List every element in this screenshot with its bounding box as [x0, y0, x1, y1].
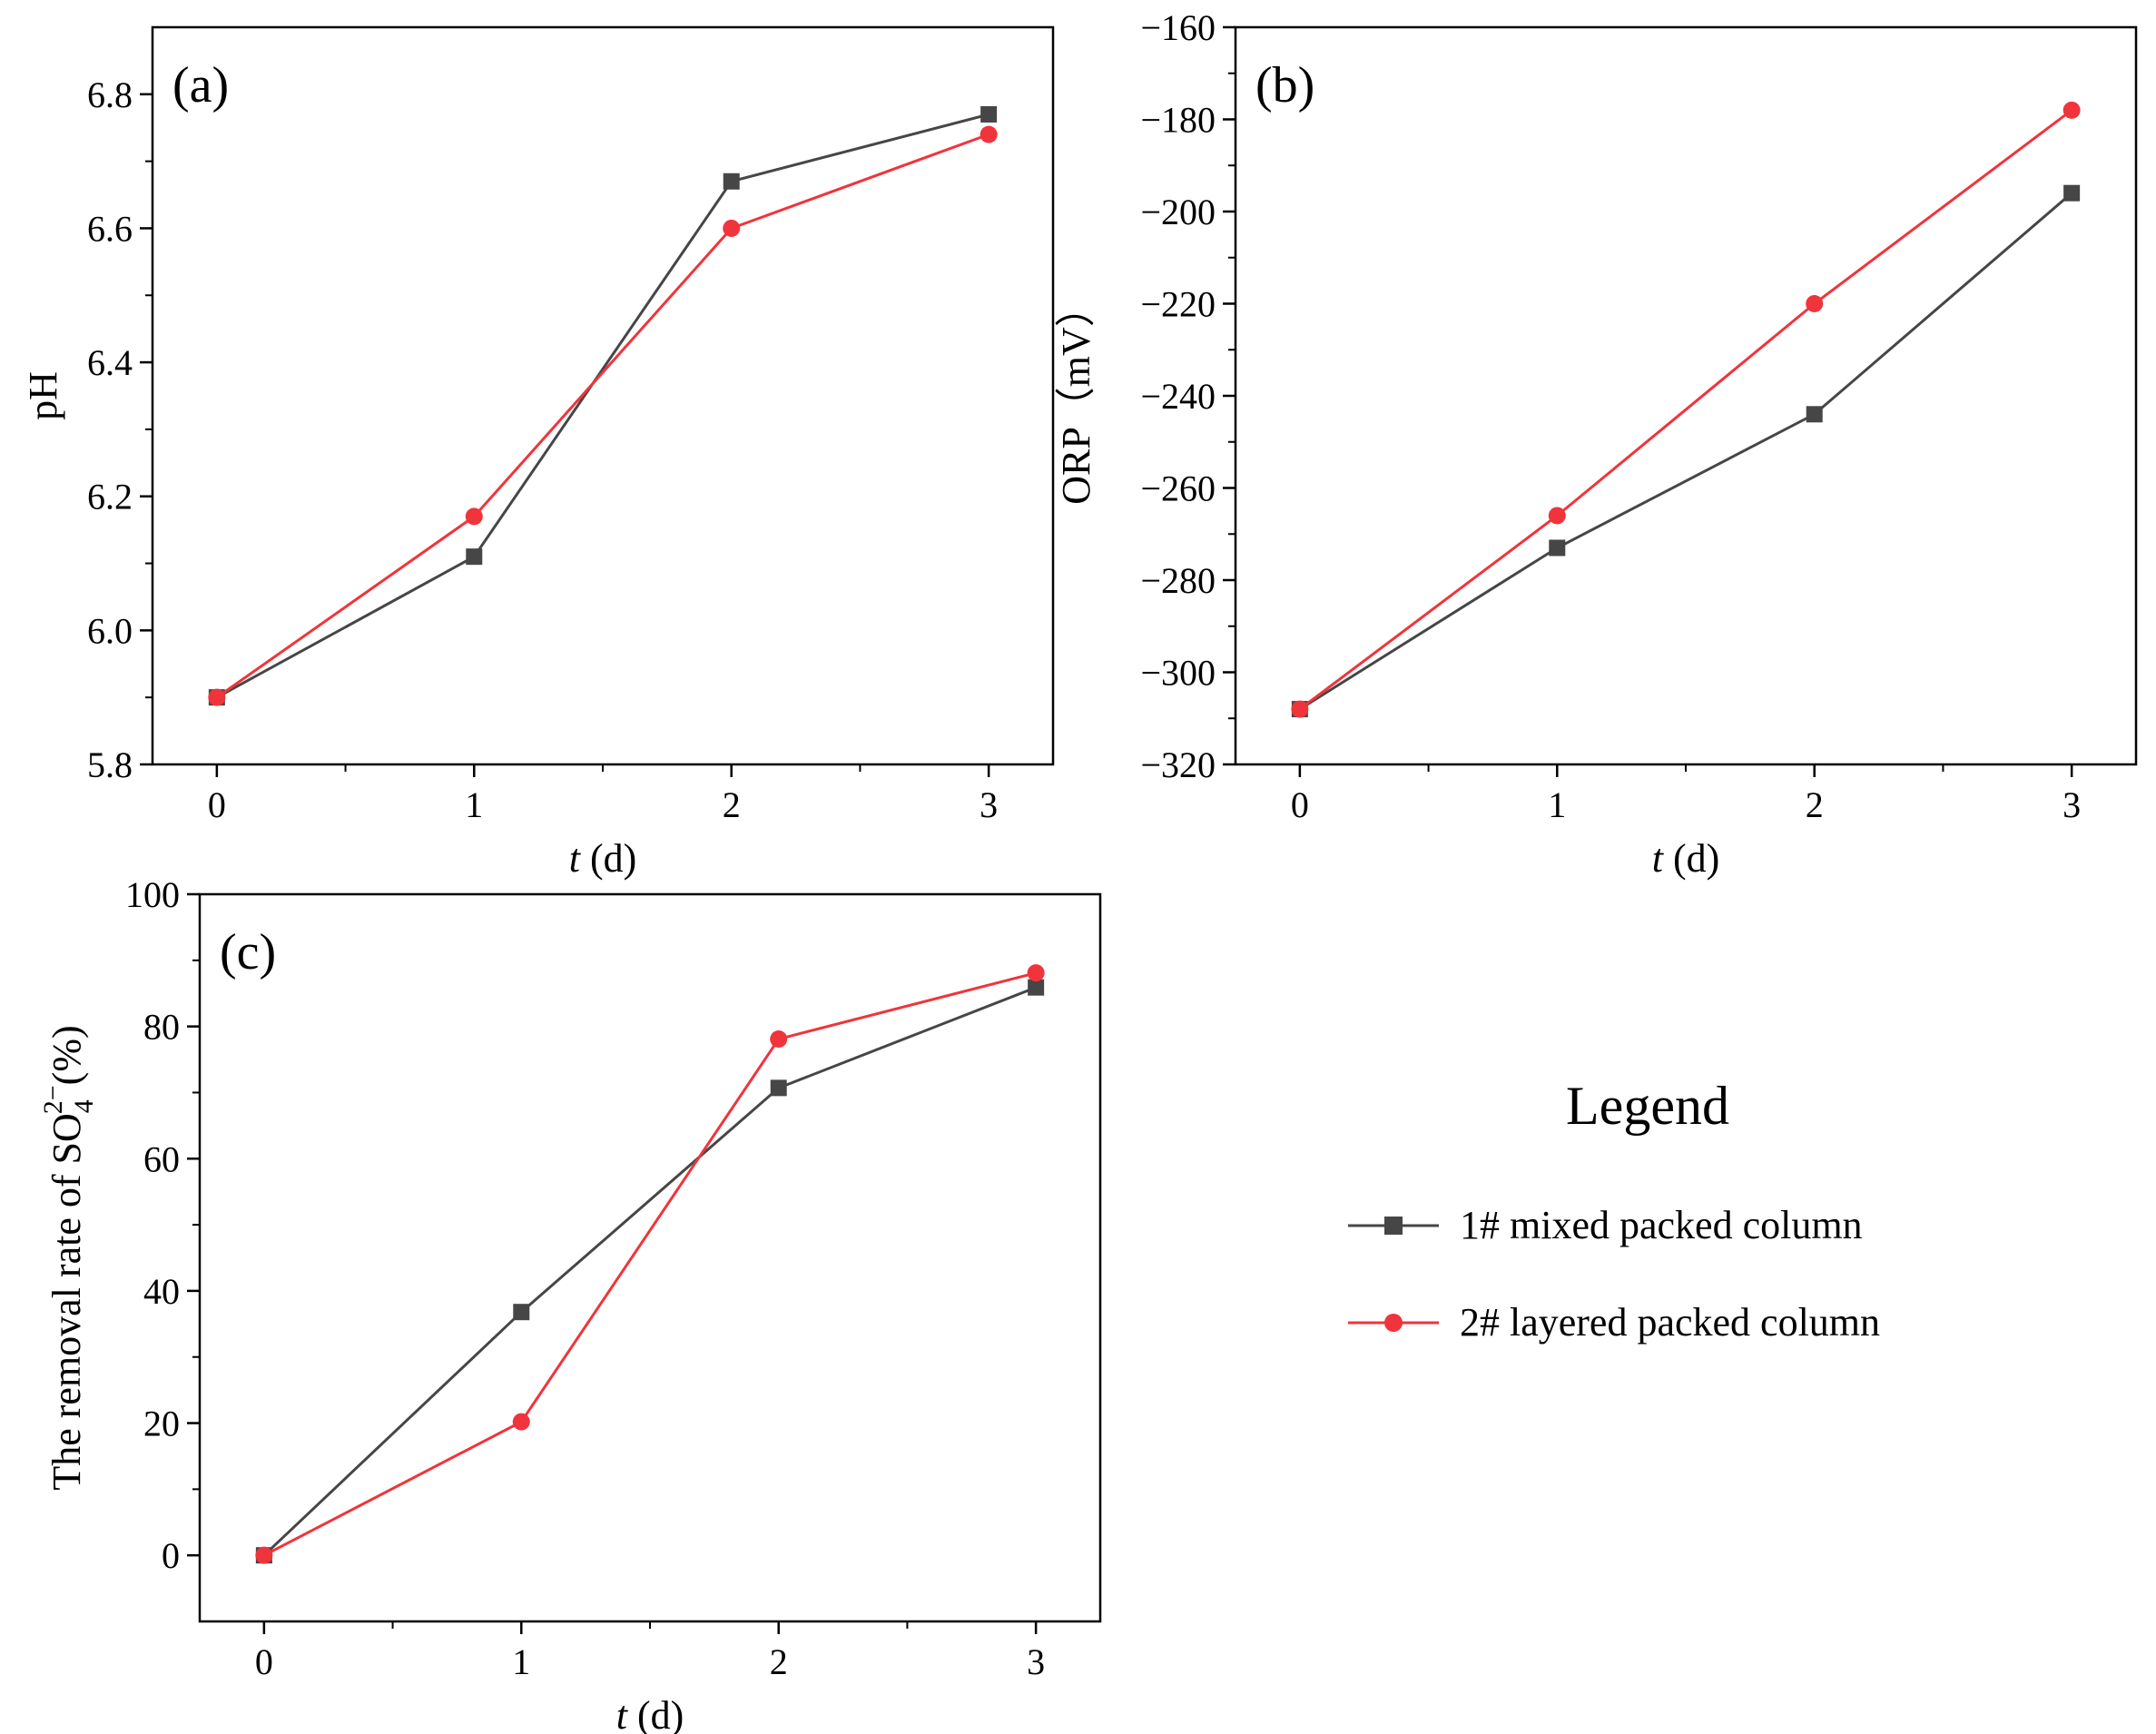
x-tick-label: 0 [208, 784, 226, 825]
legend-label-series-1: 1# mixed packed column [1460, 1203, 1863, 1247]
series-line-1 [262, 986, 1037, 1557]
data-point-series-2 [255, 1546, 273, 1564]
data-point-series-2 [465, 507, 483, 526]
y-tick-label: 6.0 [87, 610, 133, 651]
y-tick-label: 100 [125, 874, 180, 915]
x-tick-label: 0 [1291, 784, 1309, 825]
y-axis-title: The removal rate of SO42−(%) [38, 1025, 99, 1490]
y-tick-label: −220 [1140, 284, 1216, 325]
chart-panel-3: 0 1 2 3 0 20 40 60 80 100 (c) t (d) The removal rate… [38, 874, 1102, 1734]
plot-frame [198, 892, 1102, 1623]
y-tick-label: −180 [1140, 100, 1216, 141]
x-tick-label: 2 [723, 784, 741, 825]
y-tick-label: 60 [143, 1138, 180, 1179]
data-point-series-2 [1806, 295, 1824, 312]
x-tick-label: 3 [980, 784, 998, 825]
x-tick-label: 1 [465, 784, 483, 825]
y-tick-label: 20 [143, 1404, 180, 1444]
y-tick-label: 0 [162, 1535, 180, 1576]
y-tick-label: −260 [1140, 468, 1216, 509]
panel-label: (c) [220, 924, 276, 980]
plot-frame [1234, 25, 2138, 766]
y-tick-label: 80 [143, 1007, 180, 1048]
series-line-1 [1299, 192, 2073, 711]
x-axis-title: t (d) [1652, 836, 1720, 881]
data-point-series-1 [980, 105, 998, 123]
data-point-series-1 [513, 1304, 530, 1321]
chart-panel-2: 0 1 2 3 −320 −300 −280 −260 −240 −220 −200 −180 −160… [1054, 7, 2138, 881]
y-tick-label: −160 [1140, 7, 1216, 48]
panel-label: (a) [172, 57, 229, 113]
y-axis-title: pH [21, 371, 65, 420]
y-tick-label: 6.6 [87, 208, 133, 249]
data-point-series-2 [723, 219, 741, 237]
series-line-2 [1298, 109, 2073, 711]
x-tick-label: 3 [1027, 1641, 1045, 1682]
y-tick-label: 6.2 [87, 477, 133, 517]
data-point-series-2 [208, 688, 226, 706]
y-tick-label: 5.8 [87, 744, 133, 785]
data-point-series-2 [1548, 507, 1566, 525]
series-line-2 [263, 971, 1037, 1557]
data-point-series-1 [723, 172, 740, 190]
data-point-series-1 [770, 1079, 787, 1097]
data-point-series-1 [2063, 184, 2081, 202]
y-tick-label: 6.4 [87, 342, 133, 383]
y-tick-label: −240 [1140, 376, 1216, 417]
legend-label-series-2: 2# layered packed column [1460, 1300, 1880, 1345]
y-axis-title: ORP（mV） [1054, 287, 1098, 505]
y-tick-label: 40 [143, 1271, 180, 1312]
data-point-series-1 [1806, 406, 1823, 423]
x-tick-label: 1 [512, 1641, 530, 1682]
x-axis-title: t (d) [616, 1693, 684, 1734]
data-point-series-1 [1028, 979, 1045, 996]
x-axis-title: t (d) [569, 836, 637, 881]
legend-title: Legend [1566, 1076, 1729, 1136]
y-tick-label: −200 [1140, 192, 1216, 232]
data-point-series-1 [1549, 539, 1566, 557]
legend-marker-series-1 [1384, 1217, 1403, 1235]
x-tick-label: 0 [255, 1641, 273, 1682]
y-tick-label: −320 [1140, 744, 1216, 785]
data-point-series-2 [980, 125, 998, 143]
x-tick-label: 2 [770, 1641, 788, 1682]
series-line-1 [216, 113, 989, 699]
data-point-series-2 [770, 1030, 788, 1048]
data-point-series-2 [2062, 101, 2081, 119]
panel-label: (b) [1255, 57, 1314, 113]
data-point-series-1 [466, 548, 483, 566]
x-tick-label: 1 [1548, 784, 1566, 825]
series-line-2 [216, 133, 989, 699]
x-tick-label: 2 [1806, 784, 1824, 825]
data-point-series-2 [1027, 964, 1045, 982]
chart-panel-1: 0 1 2 3 5.8 6.0 6.2 6.4 6.6 6.8 (a) t (d) pH [21, 25, 1055, 881]
legend: Legend 1# mixed packed column 2# layered… [1348, 1076, 1880, 1345]
y-tick-label: −280 [1140, 560, 1216, 601]
legend-marker-series-2 [1384, 1314, 1403, 1332]
y-tick-label: −300 [1140, 653, 1216, 694]
y-tick-label: 6.8 [87, 74, 133, 115]
data-point-series-2 [512, 1413, 530, 1431]
plot-frame [151, 25, 1055, 766]
x-tick-label: 3 [2062, 784, 2081, 825]
data-point-series-2 [1291, 700, 1309, 718]
